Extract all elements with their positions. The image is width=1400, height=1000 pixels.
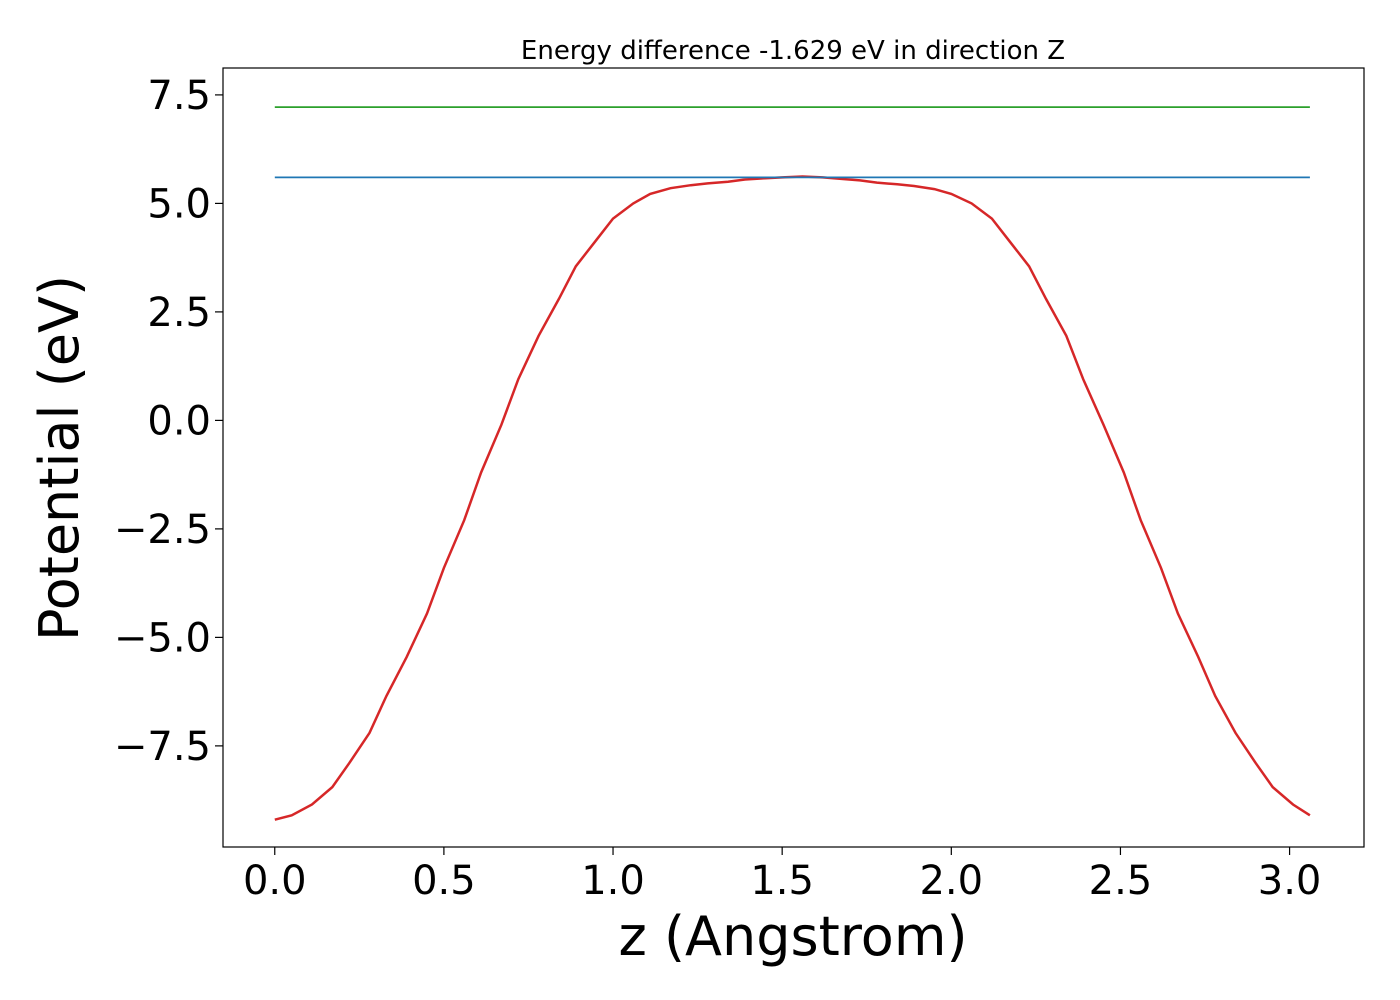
y-tick-label: 7.5 xyxy=(147,73,211,119)
x-tick-label: 1.5 xyxy=(750,858,814,904)
series-line-0 xyxy=(274,175,1311,821)
x-tick-label: 0.0 xyxy=(243,858,307,904)
x-tick-label: 2.0 xyxy=(919,858,983,904)
y-tick-label: −7.5 xyxy=(114,724,211,770)
x-axis: 0.0 0.5 1.0 1.5 2.0 2.5 3.0 xyxy=(243,847,1321,904)
x-tick-label: 1.0 xyxy=(581,858,645,904)
y-tick-label: 0.0 xyxy=(147,398,211,444)
plot-frame xyxy=(222,67,1365,848)
y-tick-label: 2.5 xyxy=(147,290,211,336)
x-axis-label: z (Angstrom) xyxy=(618,905,967,968)
y-tick-label: 5.0 xyxy=(147,181,211,227)
chart-title: Energy difference -1.629 eV in direction… xyxy=(521,36,1065,66)
plot-lines xyxy=(274,106,1311,821)
x-tick-label: 3.0 xyxy=(1258,858,1322,904)
y-axis-label: Potential (eV) xyxy=(28,275,91,641)
x-tick-label: 2.5 xyxy=(1089,858,1153,904)
y-tick-label: −5.0 xyxy=(114,615,211,661)
y-axis: 7.5 5.0 2.5 0.0 −2.5 −5.0 −7.5 xyxy=(114,73,223,770)
y-tick-label: −2.5 xyxy=(114,507,211,553)
x-tick-label: 0.5 xyxy=(412,858,476,904)
